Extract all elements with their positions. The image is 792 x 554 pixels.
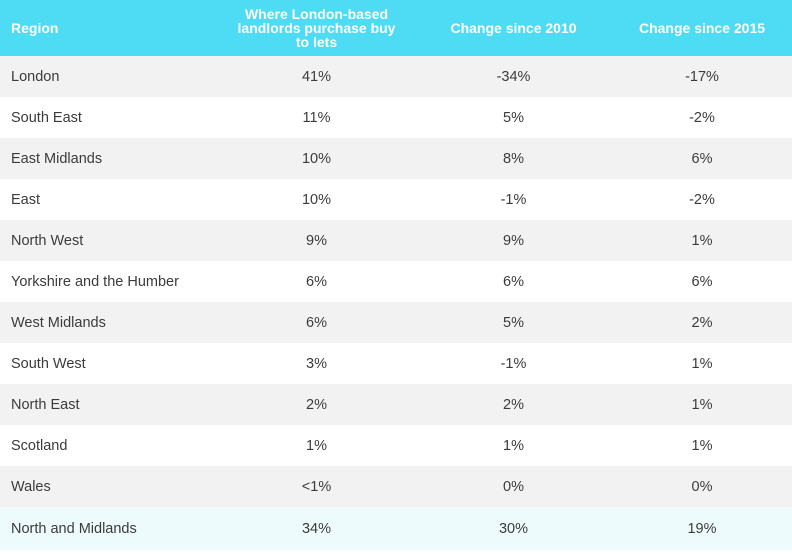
table-row: North East 2% 2% 1%: [0, 384, 792, 425]
cell-share: 9%: [218, 220, 415, 261]
cell-change-2015: 6%: [612, 261, 792, 302]
table-row: Scotland 1% 1% 1%: [0, 425, 792, 466]
cell-share: 6%: [218, 302, 415, 343]
table-row: South East 11% 5% -2%: [0, 97, 792, 138]
column-header-region: Region: [0, 0, 218, 56]
table-row: Yorkshire and the Humber 6% 6% 6%: [0, 261, 792, 302]
cell-region: South East: [0, 97, 218, 138]
cell-region: North West: [0, 220, 218, 261]
table-row: Wales <1% 0% 0%: [0, 466, 792, 507]
cell-change-2010: 1%: [415, 425, 612, 466]
column-header-share-label: Where London-based landlords purchase bu…: [237, 6, 396, 50]
cell-change-2010: 30%: [415, 507, 612, 550]
cell-share: 6%: [218, 261, 415, 302]
cell-share: 10%: [218, 138, 415, 179]
cell-change-2010: 6%: [415, 261, 612, 302]
table-row: London 41% -34% -17%: [0, 56, 792, 97]
cell-share: 34%: [218, 507, 415, 550]
cell-region: West Midlands: [0, 302, 218, 343]
table-row: East 10% -1% -2%: [0, 179, 792, 220]
cell-region: East Midlands: [0, 138, 218, 179]
cell-change-2010: 9%: [415, 220, 612, 261]
table-body: London 41% -34% -17% South East 11% 5% -2% East …: [0, 56, 792, 550]
column-header-share: Where London-based landlords purchase bu…: [218, 0, 415, 56]
cell-change-2010: 8%: [415, 138, 612, 179]
cell-region: South West: [0, 343, 218, 384]
cell-region: Scotland: [0, 425, 218, 466]
table-row: West Midlands 6% 5% 2%: [0, 302, 792, 343]
cell-change-2015: 1%: [612, 220, 792, 261]
cell-change-2015: 2%: [612, 302, 792, 343]
cell-change-2015: -17%: [612, 56, 792, 97]
cell-region: London: [0, 56, 218, 97]
cell-change-2010: 0%: [415, 466, 612, 507]
cell-region: North East: [0, 384, 218, 425]
cell-change-2010: -34%: [415, 56, 612, 97]
header-row: Region Where London-based landlords purc…: [0, 0, 792, 56]
table-row: East Midlands 10% 8% 6%: [0, 138, 792, 179]
cell-share: <1%: [218, 466, 415, 507]
cell-region: Yorkshire and the Humber: [0, 261, 218, 302]
cell-change-2010: 2%: [415, 384, 612, 425]
cell-change-2010: -1%: [415, 179, 612, 220]
cell-change-2015: -2%: [612, 179, 792, 220]
cell-share: 10%: [218, 179, 415, 220]
cell-share: 41%: [218, 56, 415, 97]
cell-change-2015: 0%: [612, 466, 792, 507]
table-row: North West 9% 9% 1%: [0, 220, 792, 261]
cell-change-2010: 5%: [415, 302, 612, 343]
cell-share: 11%: [218, 97, 415, 138]
cell-change-2015: 19%: [612, 507, 792, 550]
table-header: Region Where London-based landlords purc…: [0, 0, 792, 56]
cell-change-2015: 1%: [612, 425, 792, 466]
cell-share: 1%: [218, 425, 415, 466]
column-header-change-2010: Change since 2010: [415, 0, 612, 56]
cell-share: 2%: [218, 384, 415, 425]
cell-change-2015: 6%: [612, 138, 792, 179]
cell-region: East: [0, 179, 218, 220]
cell-change-2015: 1%: [612, 384, 792, 425]
cell-change-2015: 1%: [612, 343, 792, 384]
cell-change-2010: -1%: [415, 343, 612, 384]
table-row: South West 3% -1% 1%: [0, 343, 792, 384]
column-header-change-2015: Change since 2015: [612, 0, 792, 56]
cell-change-2015: -2%: [612, 97, 792, 138]
table-row-total: North and Midlands 34% 30% 19%: [0, 507, 792, 550]
cell-change-2010: 5%: [415, 97, 612, 138]
cell-region: North and Midlands: [0, 507, 218, 550]
cell-region: Wales: [0, 466, 218, 507]
cell-share: 3%: [218, 343, 415, 384]
